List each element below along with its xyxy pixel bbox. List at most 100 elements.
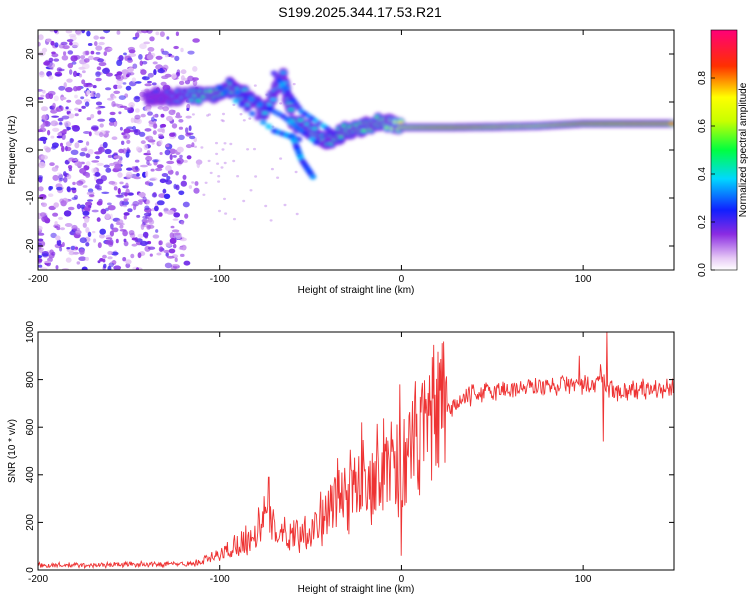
noise-speckle (123, 52, 127, 56)
noise-speckle (146, 30, 153, 34)
noise-speckle (158, 240, 163, 246)
noise-speckle (123, 199, 128, 202)
noise-speckle (152, 159, 159, 163)
noise-speckle (82, 70, 86, 74)
noise-speckle (105, 48, 111, 53)
noise-speckle (137, 252, 142, 259)
noise-speckle (111, 101, 116, 108)
noise-speckle (108, 180, 116, 185)
noise-speckle (57, 117, 64, 122)
noise-speckle (112, 227, 119, 233)
noise-speckle (150, 168, 155, 172)
noise-speckle (159, 178, 167, 184)
noise-speckle (125, 85, 132, 91)
noise-speckle (58, 177, 64, 181)
noise-speckle (134, 96, 140, 100)
chart-title: S199.2025.344.17.53.R21 (278, 4, 442, 20)
noise-speckle (105, 72, 113, 77)
noise-speckle (169, 148, 177, 155)
noise-speckle (85, 161, 91, 167)
noise-speckle (38, 225, 43, 231)
noise-speckle (144, 106, 152, 112)
noise-speckle (155, 229, 159, 233)
noise-speckle (143, 212, 152, 217)
noise-speckle (159, 152, 163, 155)
noise-speckle (224, 212, 228, 215)
noise-speckle (105, 87, 112, 91)
noise-speckle (74, 246, 79, 250)
spectrogram-y-tick-label: 20 (25, 48, 36, 60)
noise-speckle (171, 229, 180, 233)
noise-speckle (64, 223, 73, 227)
noise-speckle (102, 141, 108, 149)
noise-speckle (166, 36, 170, 40)
noise-speckle (182, 201, 190, 208)
noise-speckle (113, 90, 121, 95)
noise-speckle (164, 54, 169, 58)
snr-x-tick-label: -200 (28, 574, 48, 585)
noise-speckle (138, 192, 146, 197)
noise-speckle (143, 219, 150, 223)
noise-speckle (155, 167, 163, 172)
noise-speckle (152, 61, 158, 65)
noise-speckle (99, 123, 104, 128)
noise-speckle (172, 109, 176, 113)
noise-speckle (145, 135, 154, 141)
noise-speckle (38, 255, 43, 259)
noise-speckle (71, 224, 78, 231)
noise-speckle (162, 64, 169, 71)
noise-speckle (194, 181, 199, 186)
noise-speckle (103, 164, 110, 168)
noise-speckle (279, 157, 283, 160)
noise-speckle (38, 89, 43, 92)
colorbar-tick-label: 0.4 (697, 167, 708, 181)
spectrogram-x-tick-label: 0 (399, 274, 405, 285)
noise-speckle (38, 129, 44, 133)
noise-speckle (253, 84, 257, 87)
noise-speckle (183, 159, 188, 163)
noise-speckle (53, 95, 59, 102)
noise-speckle (166, 115, 173, 122)
noise-speckle (140, 223, 145, 230)
noise-speckle (81, 30, 86, 34)
noise-speckle (99, 228, 106, 235)
noise-speckle (66, 174, 72, 180)
noise-speckle (191, 113, 195, 116)
noise-speckle (51, 142, 59, 148)
noise-speckle (61, 115, 70, 120)
noise-speckle (66, 78, 73, 83)
noise-speckle (166, 255, 175, 259)
noise-speckle (67, 62, 74, 69)
noise-speckle (80, 147, 88, 152)
colorbar-frame (710, 29, 738, 271)
noise-speckle (140, 240, 148, 247)
noise-speckle (38, 175, 43, 180)
noise-speckle (223, 142, 227, 145)
ridge-branch (238, 102, 245, 108)
noise-speckle (160, 123, 167, 128)
noise-speckle (85, 256, 89, 261)
noise-speckle (176, 69, 181, 76)
noise-speckle (76, 261, 81, 265)
ridge-core (195, 99, 202, 102)
noise-speckle (146, 199, 151, 206)
noise-speckle (108, 262, 115, 268)
noise-speckle (122, 133, 131, 140)
noise-speckle (91, 209, 99, 213)
noise-speckle (138, 131, 146, 137)
noise-speckle (178, 190, 185, 196)
noise-speckle (188, 185, 193, 189)
noise-speckle (81, 63, 90, 70)
noise-speckles (38, 30, 302, 270)
noise-speckle (61, 145, 65, 152)
noise-speckle (70, 149, 79, 155)
noise-speckle (57, 172, 62, 176)
spectrogram-x-label: Height of straight line (km) (298, 285, 415, 296)
noise-speckle (94, 171, 101, 177)
noise-speckle (60, 227, 65, 231)
noise-speckle (141, 60, 148, 65)
noise-speckle (70, 138, 75, 142)
noise-speckle (140, 164, 148, 168)
noise-speckle (59, 246, 63, 252)
